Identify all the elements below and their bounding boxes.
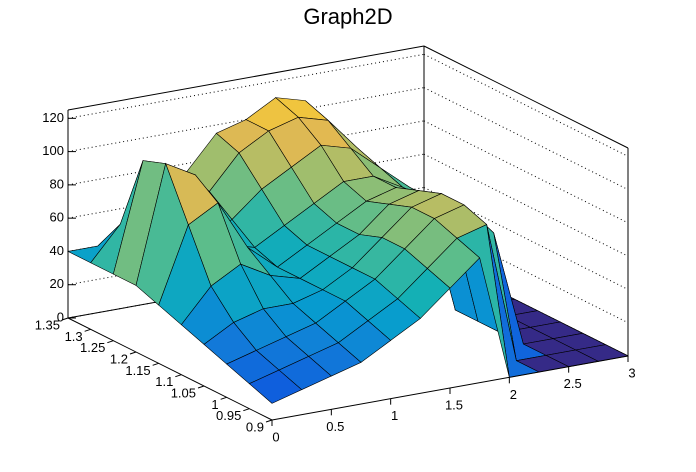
- x-tick-label: 1: [391, 408, 398, 423]
- z-tick-label: 60: [50, 210, 64, 225]
- chart-title: Graph2D: [303, 4, 392, 29]
- box-edge: [67, 45, 425, 111]
- y-tick-label: 1.3: [65, 329, 83, 344]
- y-tick: [129, 351, 137, 355]
- x-tick-label: 0.5: [326, 419, 344, 434]
- box-edge: [423, 45, 629, 149]
- y-tick-label: 1: [211, 397, 218, 412]
- z-tick-label: 20: [50, 276, 64, 291]
- y-tick-label: 1.15: [125, 363, 150, 378]
- z-tick-label: 100: [42, 143, 64, 158]
- x-tick-label: 2: [510, 387, 517, 402]
- y-tick: [265, 419, 273, 423]
- x-tick-label: 3: [628, 365, 635, 380]
- x-tick-label: 0: [272, 429, 279, 444]
- y-tick-label: 0.9: [246, 419, 264, 434]
- y-tick-label: 1.05: [171, 385, 196, 400]
- y-tick-label: 1.2: [110, 351, 128, 366]
- x-tick-label: 1.5: [445, 397, 463, 412]
- y-tick: [220, 396, 227, 400]
- y-tick: [152, 362, 159, 366]
- z-tick-label: 0: [57, 309, 64, 324]
- x-tick-label: 2.5: [564, 376, 582, 391]
- y-tick: [243, 408, 250, 412]
- grid-line: [67, 53, 425, 119]
- y-tick-label: 1.1: [155, 374, 173, 389]
- y-tick: [107, 340, 114, 344]
- y-axis: [67, 317, 273, 421]
- y-tick: [197, 385, 205, 389]
- z-tick-label: 80: [50, 176, 64, 191]
- y-tick-label: 1.25: [80, 340, 105, 355]
- z-tick-label: 120: [42, 110, 64, 125]
- z-tick-label: 40: [50, 243, 64, 258]
- y-tick: [61, 317, 69, 321]
- y-tick-label: 1.35: [35, 317, 60, 332]
- surface-cell: [248, 369, 303, 404]
- y-tick: [84, 328, 91, 332]
- y-tick-label: 0.95: [216, 408, 241, 423]
- grid-line: [423, 87, 629, 191]
- grid-line: [423, 53, 629, 157]
- y-tick: [175, 374, 182, 378]
